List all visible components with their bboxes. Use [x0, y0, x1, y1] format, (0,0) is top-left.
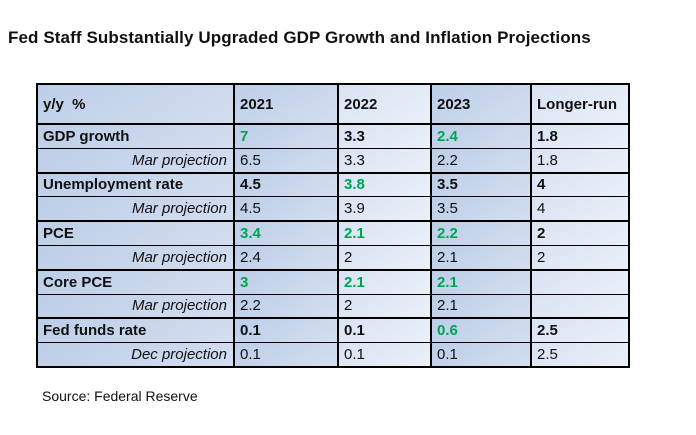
row-label-cell: Mar projection — [36, 244, 235, 271]
value-cell: 0.1 — [337, 317, 432, 344]
projections-table-wrap: y/y % 2021 2022 2023 Longer-run GDP growth 7 3… — [36, 83, 630, 368]
value-cell: 0.1 — [233, 342, 339, 368]
row-label-cell: GDP growth — [36, 122, 235, 149]
table-row: PCE 3.4 2.1 2.2 2 — [36, 220, 630, 246]
projections-table: y/y % 2021 2022 2023 Longer-run GDP growth 7 3… — [36, 83, 630, 368]
header-cell-2021: 2021 — [233, 83, 339, 125]
value-cell: 3.5 — [430, 171, 532, 198]
table-row: GDP growth 7 3.3 2.4 1.8 — [36, 122, 630, 149]
row-label-cell: Core PCE — [36, 268, 235, 295]
value-cell: 2.4 — [233, 244, 339, 271]
table-row: Unemployment rate 4.5 3.8 3.5 4 — [36, 171, 630, 198]
value-cell: 3.4 — [233, 220, 339, 246]
value-cell: 0.1 — [430, 342, 532, 368]
value-cell — [530, 268, 630, 295]
value-cell: 2.1 — [430, 268, 532, 295]
value-cell: 2.2 — [233, 293, 339, 319]
value-cell: 2.1 — [337, 220, 432, 246]
row-label-cell: Mar projection — [36, 147, 235, 174]
value-cell: 3 — [233, 268, 339, 295]
value-cell — [530, 293, 630, 319]
header-row: y/y % 2021 2022 2023 Longer-run — [36, 83, 630, 125]
header-cell-longer-run: Longer-run — [530, 83, 630, 125]
value-cell: 6.5 — [233, 147, 339, 174]
value-cell: 0.1 — [337, 342, 432, 368]
value-cell: 2.1 — [430, 244, 532, 271]
row-label-cell: PCE — [36, 220, 235, 246]
value-cell: 4.5 — [233, 196, 339, 222]
value-cell: 4 — [530, 171, 630, 198]
table-row: Mar projection 4.5 3.9 3.5 4 — [36, 196, 630, 222]
row-label-cell: Mar projection — [36, 196, 235, 222]
value-cell: 0.6 — [430, 317, 532, 344]
table-row: Mar projection 6.5 3.3 2.2 1.8 — [36, 147, 630, 174]
value-cell: 2.2 — [430, 220, 532, 246]
table-row: Mar projection 2.2 2 2.1 — [36, 293, 630, 319]
value-cell: 2.1 — [337, 268, 432, 295]
value-cell: 2.5 — [530, 342, 630, 368]
value-cell: 3.8 — [337, 171, 432, 198]
value-cell: 2 — [337, 293, 432, 319]
row-label-cell: Dec projection — [36, 342, 235, 368]
table-body: GDP growth 7 3.3 2.4 1.8 Mar projection 6.5 3.3… — [36, 122, 630, 368]
value-cell: 3.3 — [337, 147, 432, 174]
header-cell-2023: 2023 — [430, 83, 532, 125]
value-cell: 1.8 — [530, 122, 630, 149]
row-label-cell: Mar projection — [36, 293, 235, 319]
value-cell: 2.5 — [530, 317, 630, 344]
value-cell: 3.9 — [337, 196, 432, 222]
value-cell: 3.3 — [337, 122, 432, 149]
value-cell: 2.4 — [430, 122, 532, 149]
value-cell: 3.5 — [430, 196, 532, 222]
table-row: Dec projection 0.1 0.1 0.1 2.5 — [36, 342, 630, 368]
row-label-cell: Unemployment rate — [36, 171, 235, 198]
value-cell: 2.2 — [430, 147, 532, 174]
table-row: Fed funds rate 0.1 0.1 0.6 2.5 — [36, 317, 630, 344]
table-row: Mar projection 2.4 2 2.1 2 — [36, 244, 630, 271]
page-title: Fed Staff Substantially Upgraded GDP Gro… — [8, 28, 591, 47]
table-row: Core PCE 3 2.1 2.1 — [36, 268, 630, 295]
value-cell: 4.5 — [233, 171, 339, 198]
value-cell: 0.1 — [233, 317, 339, 344]
value-cell: 2 — [530, 220, 630, 246]
value-cell: 2 — [530, 244, 630, 271]
header-cell-2022: 2022 — [337, 83, 432, 125]
header-cell-metric: y/y % — [36, 83, 235, 125]
value-cell: 2.1 — [430, 293, 532, 319]
source-note: Source: Federal Reserve — [42, 388, 198, 404]
value-cell: 7 — [233, 122, 339, 149]
value-cell: 4 — [530, 196, 630, 222]
row-label-cell: Fed funds rate — [36, 317, 235, 344]
value-cell: 1.8 — [530, 147, 630, 174]
value-cell: 2 — [337, 244, 432, 271]
